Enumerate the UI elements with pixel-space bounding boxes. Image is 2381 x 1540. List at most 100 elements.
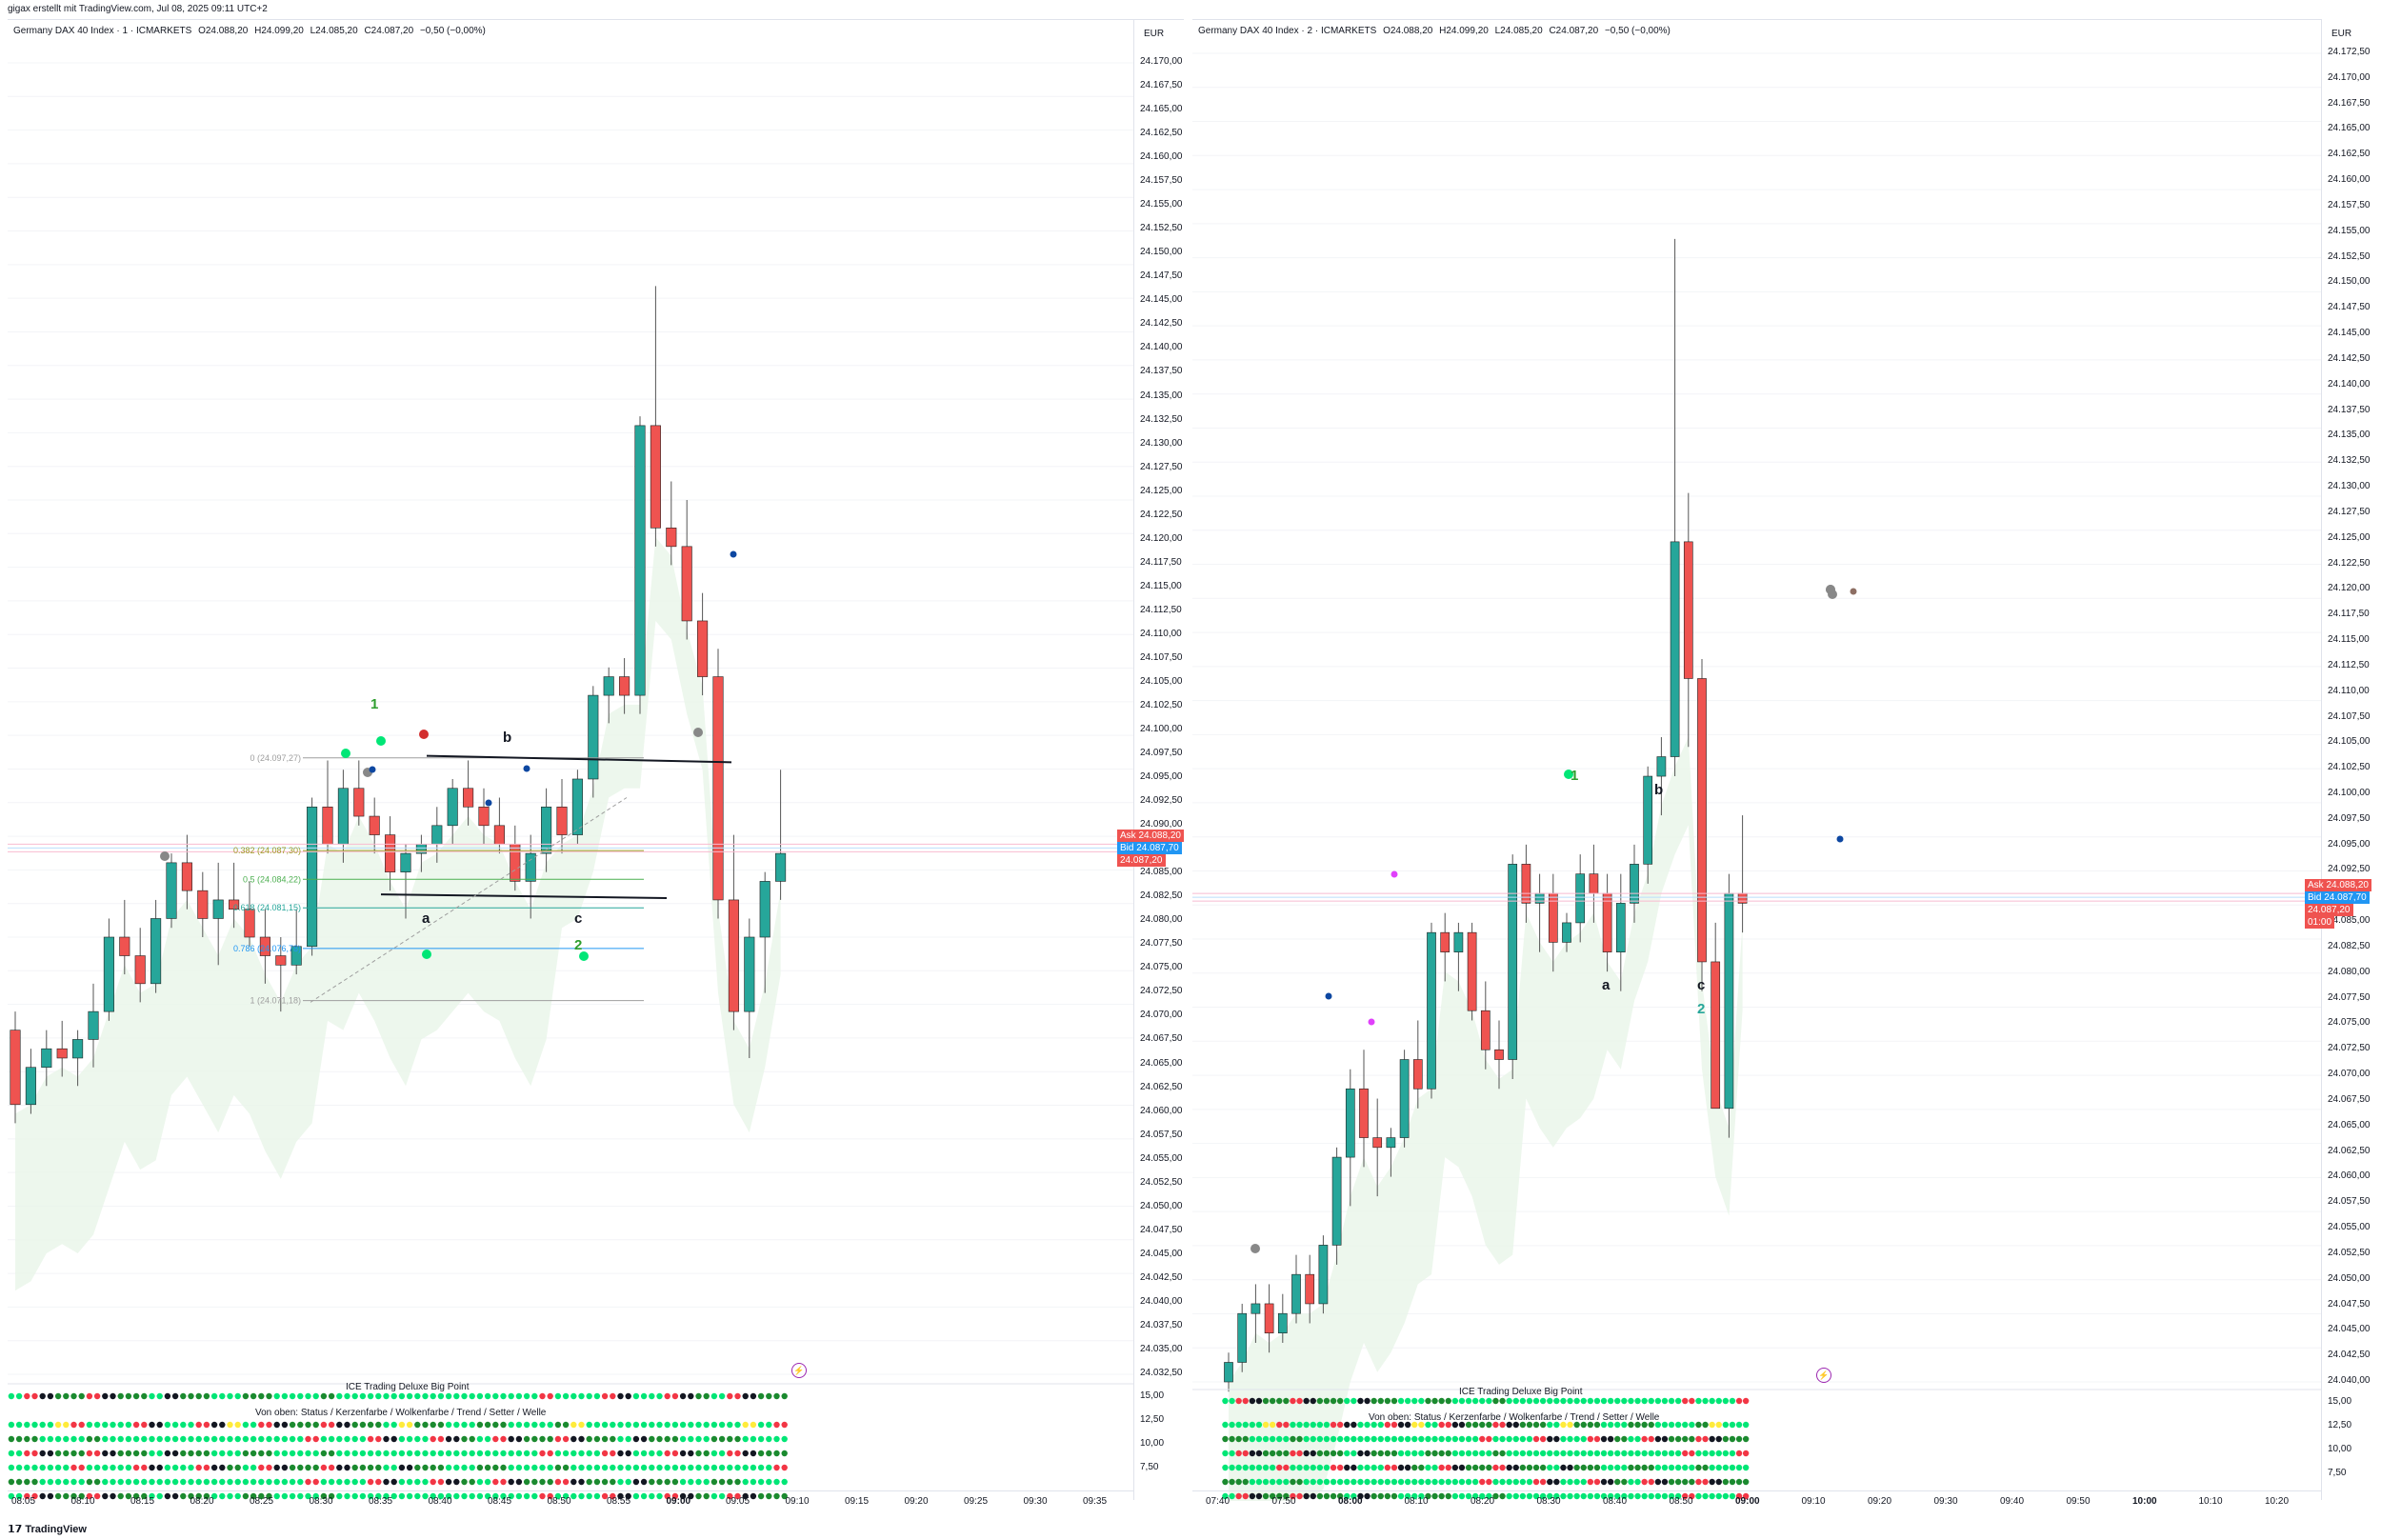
lightning-icon[interactable]: ⚡ [1816,1368,1831,1383]
indicator-dot [320,1478,328,1486]
indicator-dot [1573,1492,1580,1500]
indicator-dot [273,1435,280,1443]
indicator-dot [305,1421,311,1429]
indicator-dot [1262,1464,1270,1471]
indicator-dot [1323,1450,1331,1457]
indicator-dot [469,1464,475,1471]
indicator-dot [422,1478,429,1486]
indicator-dot [1499,1492,1506,1500]
price-tick: 24.102,50 [2328,762,2371,773]
indicator-dot [63,1492,70,1500]
indicator-dot [164,1464,171,1471]
indicator-dot [492,1478,499,1486]
right-chart-pane[interactable]: Germany DAX 40 Index · 2 · ICMARKETS O24… [1192,19,2321,1501]
left-chart-pane[interactable]: Germany DAX 40 Index · 1 · ICMARKETS O24… [8,19,1184,1501]
lightning-icon[interactable]: ⚡ [791,1363,807,1378]
indicator-dot [266,1464,272,1471]
indicator-dot [1499,1464,1506,1471]
indicator-dot [515,1492,523,1500]
indicator-dot [570,1421,577,1429]
indicator-dot [1371,1450,1377,1457]
time-tick: 07:50 [1271,1496,1296,1507]
indicator-dot [484,1464,491,1471]
indicator-dot [1547,1492,1553,1500]
tradingview-brand[interactable]: 𝟭𝟳 TradingView [0,1519,2381,1540]
indicator-dot [1567,1492,1573,1500]
indicator-dot [1607,1450,1614,1457]
indicator-dot [320,1435,328,1443]
indicator-dot [695,1435,702,1443]
right-candlestick-chart[interactable] [1192,20,2321,1501]
indicator-dot [258,1478,265,1486]
indicator-title: ICE Trading Deluxe Big Point [1459,1387,1583,1397]
indicator-dot [344,1492,350,1500]
indicator-dot [203,1478,210,1486]
fib-level-label: 1 (24.071,18) [250,996,301,1006]
indicator-dot [110,1478,116,1486]
indicator-dot [531,1464,538,1471]
indicator-dot [500,1435,507,1443]
indicator-dot [781,1450,788,1457]
price-tick: 24.055,00 [2328,1222,2371,1233]
indicator-dot [445,1464,452,1471]
indicator-dot [281,1421,289,1429]
indicator-dot [8,1464,15,1471]
indicator-dot [156,1421,163,1429]
left-time-axis[interactable]: 08:05 08:10 08:15 08:20 08:25 08:30 08:35 08:40… [8,1490,1134,1515]
ohlc-open: O24.088,20 [198,26,249,36]
indicator-dot [1262,1492,1270,1500]
indicator-dot [437,1435,445,1443]
indicator-dot [1431,1450,1438,1457]
time-tick: 08:35 [369,1496,393,1507]
price-tick: 24.072,50 [2328,1043,2371,1054]
indicator-dot [1702,1450,1709,1457]
indicator-dot [258,1421,265,1429]
indicator-dot [1547,1421,1553,1429]
indicator-dot [593,1464,601,1471]
indicator-dot [383,1435,390,1443]
indicator-dot [1418,1492,1425,1500]
indicator-dot [297,1478,304,1486]
indicator-dot [1729,1421,1736,1429]
left-price-axis[interactable]: EUR 24.170,00 24.167,50 24.165,00 24.162,50… [1117,19,1190,1500]
indicator-dot [578,1435,585,1443]
time-tick: 08:20 [1471,1496,1495,1507]
right-price-axis[interactable]: EUR 24.172,50 24.170,00 24.167,50 24.165,00… [2305,19,2379,1500]
indicator-dot [695,1478,702,1486]
indicator-dot [1336,1464,1344,1471]
indicator-dot [78,1492,85,1500]
right-time-axis[interactable]: 07:40 07:50 08:00 08:10 08:20 08:30 08:40 08:50… [1192,1490,2321,1515]
indicator-dot [1310,1397,1316,1405]
wave-label-w1: 1 [370,696,379,712]
indicator-dot [710,1392,718,1400]
indicator-dot [1384,1478,1391,1486]
candle-body [275,955,287,966]
ohlc-change: −0,50 (−0,00%) [1604,26,1671,36]
indicator-dot [1722,1492,1730,1500]
indicator-dot [1283,1478,1290,1486]
indicator-dot [664,1421,670,1429]
indicator-dot [15,1421,23,1429]
indicator-dot [750,1464,757,1471]
indicator-dot [1506,1464,1512,1471]
candle-body [10,1030,21,1106]
indicator-dot [547,1464,553,1471]
left-candlestick-chart[interactable]: 0 (24.097,27)0.382 (24.087,30)0.5 (24.08… [8,20,1184,1501]
indicator-dot [219,1464,226,1471]
indicator-dot [539,1464,546,1471]
indicator-dot [430,1478,436,1486]
indicator-dot [734,1421,741,1429]
indicator-dot [132,1492,140,1500]
indicator-dot [1519,1397,1527,1405]
indicator-dot [1255,1464,1263,1471]
indicator-dot [312,1492,319,1500]
candle-body [1480,1010,1491,1050]
indicator-dot [1451,1397,1459,1405]
indicator-dot [1351,1478,1357,1486]
indicator-dot [359,1392,367,1400]
indicator-dot [1471,1492,1479,1500]
indicator-dot [1242,1478,1249,1486]
candle-body [1277,1312,1288,1334]
indicator-dot [125,1464,132,1471]
indicator-dot [1492,1421,1499,1429]
